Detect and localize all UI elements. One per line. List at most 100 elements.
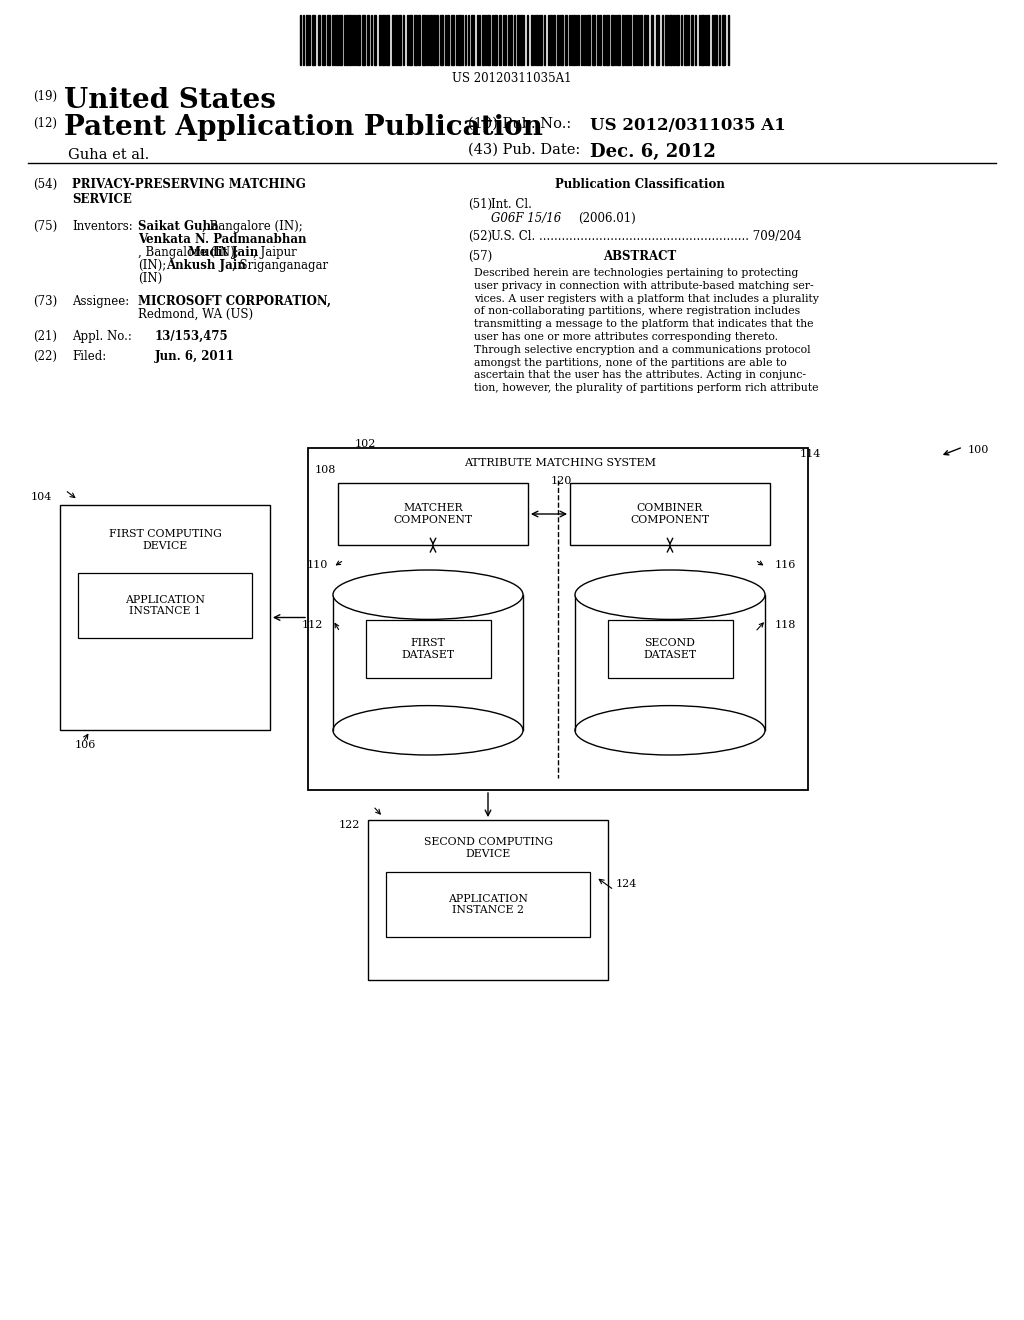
Bar [418,15,420,65]
Text: ATTRIBUTE MATCHING SYSTEM: ATTRIBUTE MATCHING SYSTEM [464,458,656,469]
Bar [573,15,575,65]
Text: Ankush Jain: Ankush Jain [166,259,246,272]
Text: SERVICE: SERVICE [72,193,132,206]
Text: , Bangalore (IN);: , Bangalore (IN); [138,246,239,259]
Bar [520,15,522,65]
Text: 106: 106 [75,741,96,750]
Ellipse shape [333,706,523,755]
Bar [346,15,348,65]
Bar [458,15,461,65]
Text: FIRST
DATASET: FIRST DATASET [401,638,455,660]
Text: , Bangalore (IN);: , Bangalore (IN); [202,220,303,234]
Text: DATA STORE 1: DATA STORE 1 [386,590,470,601]
Text: (73): (73) [33,294,57,308]
Bar [78,573,252,638]
Text: 104: 104 [31,492,52,502]
Text: Jun. 6, 2011: Jun. 6, 2011 [155,350,234,363]
Text: Filed:: Filed: [72,350,106,363]
Bar [367,15,369,65]
Bar [633,15,635,65]
Bar [409,15,412,65]
Text: Inventors:: Inventors: [72,220,133,234]
Bar [676,15,679,65]
Text: 124: 124 [616,879,637,888]
Text: (75): (75) [33,220,57,234]
Text: DATA STORE 2: DATA STORE 2 [628,590,712,601]
Text: 110: 110 [306,560,328,570]
Bar [691,15,693,65]
Bar [374,15,376,65]
Text: 112: 112 [302,620,323,630]
Bar [482,15,484,65]
Text: 114: 114 [800,449,821,459]
Text: COMBINER
COMPONENT: COMBINER COMPONENT [631,503,710,525]
Bar [640,15,642,65]
Text: (22): (22) [33,350,57,363]
Text: 108: 108 [315,465,336,475]
Bar [358,15,360,65]
Text: , Sriganganagar: , Sriganganagar [232,259,328,272]
Text: Dec. 6, 2012: Dec. 6, 2012 [590,143,716,161]
Bar [366,620,490,678]
Bar [433,15,435,65]
Bar [382,15,385,65]
Text: G06F 15/16: G06F 15/16 [490,213,561,224]
Bar [451,15,454,65]
Text: Patent Application Publication: Patent Application Publication [63,114,543,141]
Bar [386,15,389,65]
Text: 116: 116 [775,560,797,570]
Bar [333,570,523,730]
Bar [430,15,432,65]
Bar [312,15,315,65]
Bar [395,15,397,65]
Bar [414,15,417,65]
Bar [722,15,725,65]
Bar [617,15,620,65]
Text: FIRST COMPUTING
DEVICE: FIRST COMPUTING DEVICE [109,529,221,550]
Bar [536,15,538,65]
Text: U.S. Cl. ........................................................ 709/204: U.S. Cl. ...............................… [490,230,802,243]
Text: United States: United States [63,87,275,114]
Bar [339,15,342,65]
Bar [487,15,490,65]
Text: SECOND COMPUTING
DEVICE: SECOND COMPUTING DEVICE [424,837,553,859]
Bar [707,15,709,65]
Bar [565,15,567,65]
Bar [327,15,330,65]
Bar [499,15,501,65]
Bar [379,15,381,65]
Text: Guha et al.: Guha et al. [68,148,150,162]
Text: Appl. No.:: Appl. No.: [72,330,132,343]
Bar [560,15,563,65]
Bar [422,15,425,65]
Text: APPLICATION
INSTANCE 1: APPLICATION INSTANCE 1 [125,595,205,616]
Text: Int. Cl.: Int. Cl. [490,198,531,211]
Bar [587,15,590,65]
Text: (43) Pub. Date:: (43) Pub. Date: [468,143,581,157]
Bar [436,15,438,65]
Bar [701,15,705,65]
Bar [398,15,401,65]
Text: , Jaipur: , Jaipur [253,246,297,259]
Text: (10) Pub. No.:: (10) Pub. No.: [468,117,571,131]
Bar [362,15,365,65]
Text: 122: 122 [339,820,360,830]
Text: Publication Classification: Publication Classification [555,178,725,191]
Text: 13/153,475: 13/153,475 [155,330,228,343]
Text: SECOND
DATASET: SECOND DATASET [643,638,696,660]
Text: (12): (12) [33,117,57,129]
Bar [714,15,717,65]
Bar [611,15,614,65]
Ellipse shape [575,570,765,619]
Text: (52): (52) [468,230,493,243]
Bar [627,15,629,65]
Bar [318,15,319,65]
Text: APPLICATION
INSTANCE 2: APPLICATION INSTANCE 2 [449,894,528,915]
Text: (54): (54) [33,178,57,191]
Bar [603,15,605,65]
Bar [308,447,808,789]
Text: (21): (21) [33,330,57,343]
Bar [510,15,512,65]
Text: Venkata N. Padmanabhan: Venkata N. Padmanabhan [138,234,306,246]
Bar [336,15,338,65]
